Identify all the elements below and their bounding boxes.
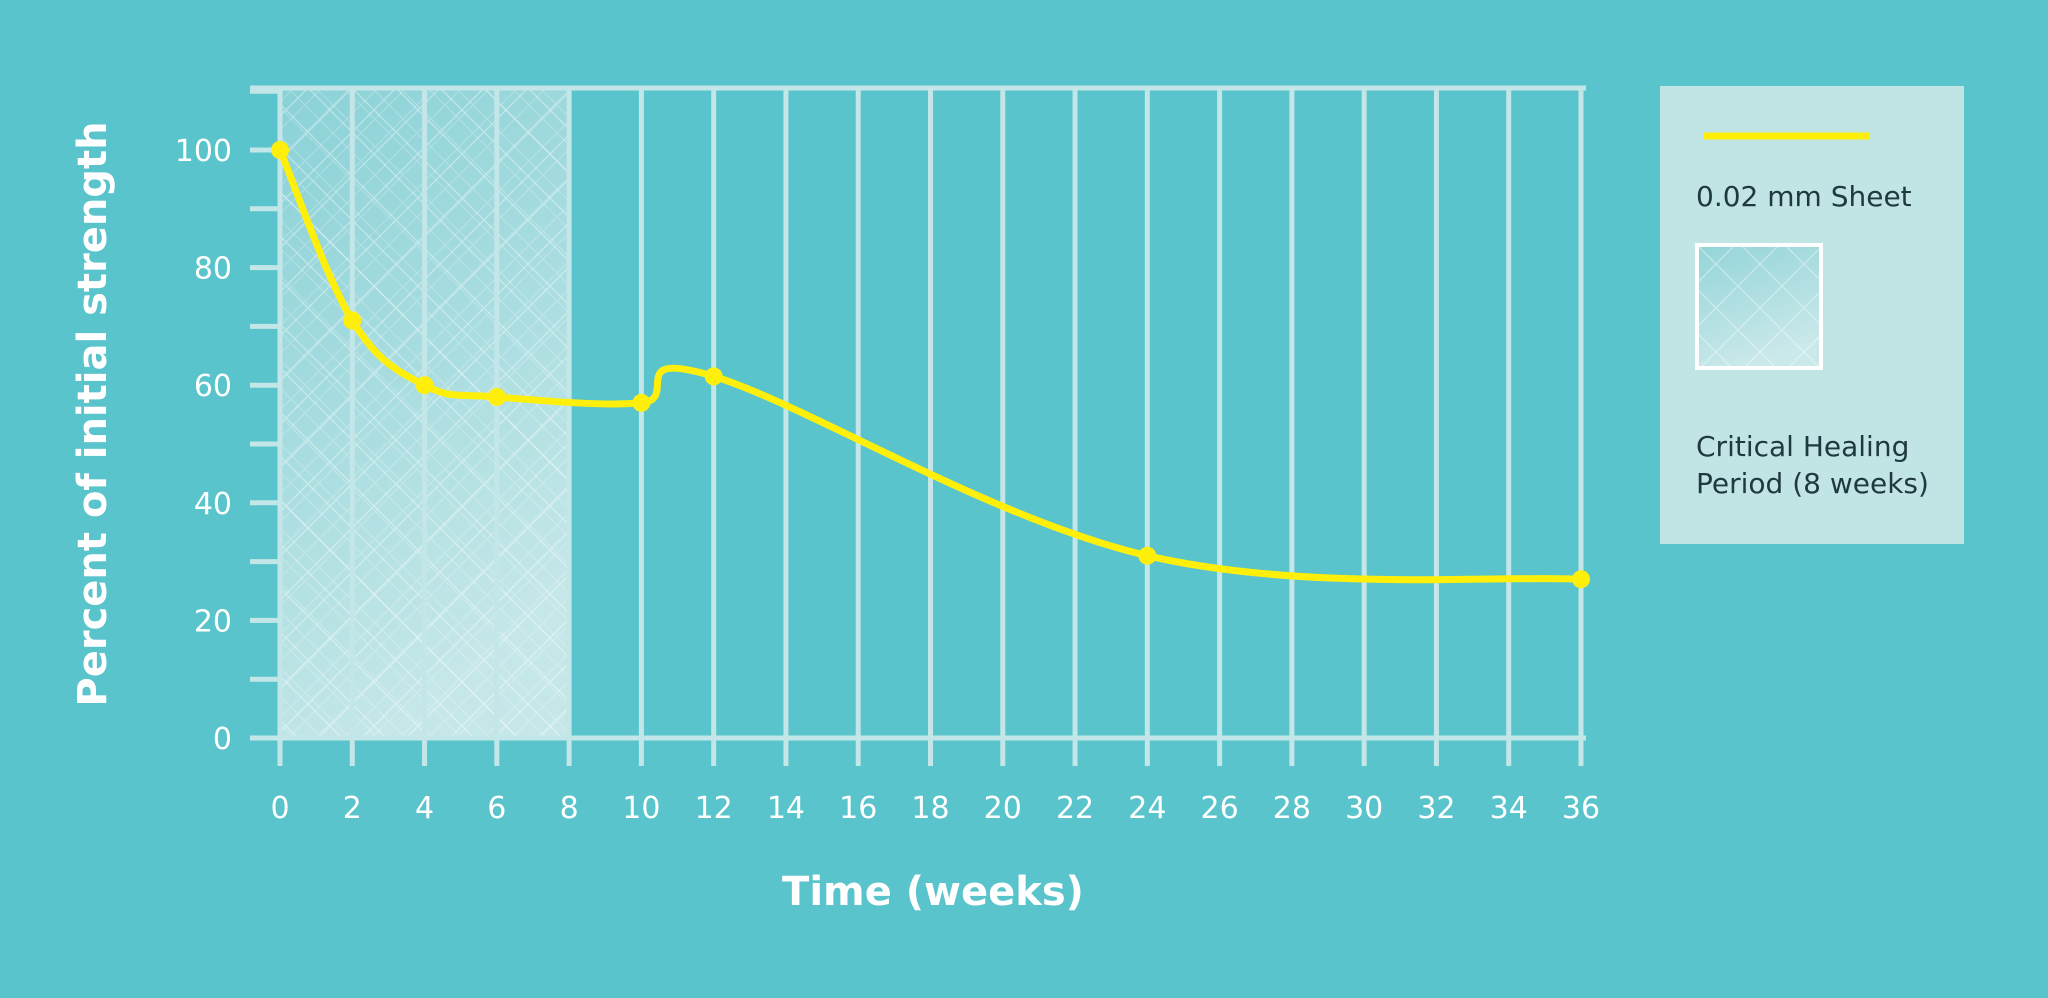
x-tick-label-18: 18 — [911, 791, 949, 826]
legend-hatch-swatch-pattern — [1697, 245, 1821, 368]
x-tick-label-26: 26 — [1201, 791, 1239, 826]
x-tick-label-32: 32 — [1417, 791, 1455, 826]
series-group — [271, 141, 1590, 589]
x-tick-label-10: 10 — [622, 791, 660, 826]
plot-grid — [250, 85, 1586, 766]
x-tick-label-8: 8 — [560, 791, 579, 826]
x-tick-label-22: 22 — [1056, 791, 1094, 826]
y-tick-label-40: 40 — [194, 487, 232, 522]
y-tick-label-80: 80 — [194, 252, 232, 287]
y-tick-label-100: 100 — [175, 134, 232, 169]
x-tick-label-2: 2 — [343, 791, 362, 826]
legend-label-sheet: 0.02 mm Sheet — [1696, 180, 1912, 213]
x-tick-label-14: 14 — [767, 791, 805, 826]
data-point-0-24 — [1138, 546, 1157, 565]
series-line-0 — [276, 146, 1585, 584]
y-axis-title: Percent of initial strength — [70, 121, 116, 706]
x-tick-label-30: 30 — [1345, 791, 1383, 826]
x-tick-label-36: 36 — [1562, 791, 1600, 826]
x-tick-label-28: 28 — [1273, 791, 1311, 826]
y-tick-label-20: 20 — [194, 604, 232, 639]
legend-hatch-swatch-border — [1695, 243, 1823, 370]
x-tick-labels: 0 2 4 6 8 10 12 14 16 18 20 22 24 26 28 30 32 34 36 — [270, 791, 1600, 826]
legend-label-healing-line-1: Critical Healing — [1696, 430, 1909, 463]
data-point-0-12 — [704, 367, 723, 386]
x-tick-label-4: 4 — [415, 791, 434, 826]
x-tick-label-20: 20 — [984, 791, 1022, 826]
x-tick-label-16: 16 — [839, 791, 877, 826]
y-tick-label-60: 60 — [194, 369, 232, 404]
data-point-0-4 — [415, 376, 434, 395]
x-tick-label-0: 0 — [270, 791, 289, 826]
y-tick-label-0: 0 — [213, 722, 232, 757]
data-point-0-36 — [1572, 570, 1590, 589]
x-tick-label-6: 6 — [487, 791, 506, 826]
y-tick-labels: 0 20 40 60 80 100 — [175, 134, 232, 757]
x-tick-label-24: 24 — [1128, 791, 1166, 826]
data-point-0-0 — [271, 141, 289, 159]
x-tick-label-34: 34 — [1490, 791, 1528, 826]
data-point-0-10 — [632, 393, 651, 412]
data-point-0-6 — [487, 387, 506, 406]
x-tick-label-12: 12 — [695, 791, 733, 826]
data-point-0-2 — [343, 311, 362, 330]
legend-label-healing-line-2: Period (8 weeks) — [1696, 467, 1929, 500]
legend: 0.02 mm Sheet Critical Healing Period (8… — [1660, 86, 1964, 544]
x-axis-title: Time (weeks) — [782, 869, 1084, 915]
